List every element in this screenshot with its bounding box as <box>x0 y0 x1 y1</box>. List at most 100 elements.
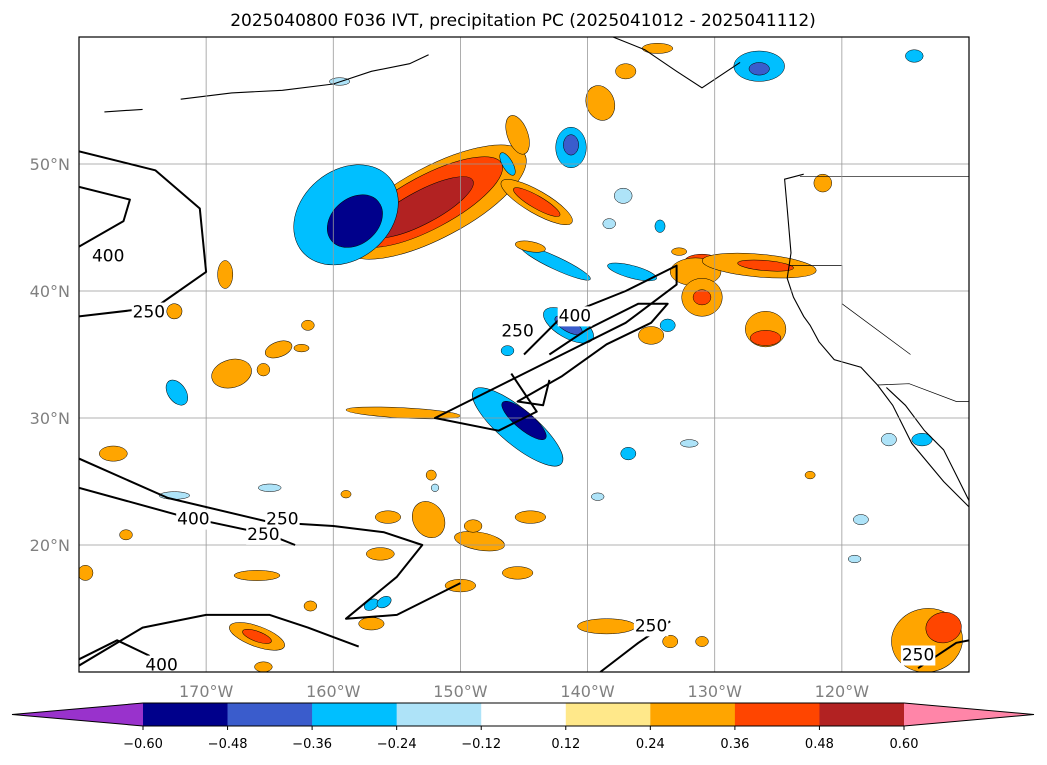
pc-region <box>327 194 383 248</box>
ivt-contour-400 <box>516 302 669 407</box>
colorbar: −0.60 −0.48 −0.36 −0.24 −0.12 0.12 0.24 0.36 0.4… <box>11 702 1035 752</box>
pc-region <box>211 358 252 389</box>
pc-region <box>301 319 315 331</box>
colorbar-bin <box>734 703 820 726</box>
pc-region <box>166 303 183 320</box>
colorbar-bin <box>396 703 482 726</box>
pc-region <box>513 187 561 217</box>
colorbar-tick-label: 0.12 <box>551 737 580 752</box>
colorbar-bin <box>650 703 736 726</box>
pc-region <box>376 596 392 609</box>
contour-label-background <box>633 616 669 637</box>
ivt-contour-250 <box>79 613 360 667</box>
pc-region <box>430 483 440 492</box>
contour-label: 250 <box>501 322 533 342</box>
pc-region <box>514 510 546 524</box>
colorbar-bin <box>481 703 567 726</box>
pc-region <box>905 49 924 63</box>
pc-region <box>853 514 869 525</box>
contour-label: 400 <box>145 656 177 676</box>
ivt-contour-400 <box>79 185 131 248</box>
pc-region <box>303 600 318 612</box>
pc-region <box>502 566 534 580</box>
contour-label-background <box>557 306 593 327</box>
contour-label-background <box>131 302 167 323</box>
y-tick-label: 50°N <box>30 155 70 174</box>
pc-region <box>254 661 273 672</box>
colorbar-tick-label: −0.24 <box>377 737 417 752</box>
gridlines <box>79 37 969 672</box>
pc-region <box>99 445 128 462</box>
pc-region <box>585 85 616 121</box>
x-tick-label: 130°W <box>688 682 743 701</box>
pc-region <box>750 330 782 346</box>
pc-region <box>737 259 794 272</box>
x-tick-label: 140°W <box>560 682 615 701</box>
contour-label: 250 <box>133 303 165 323</box>
pc-region <box>366 547 395 561</box>
pc-region <box>804 471 816 480</box>
colorbar-tick-label: −0.12 <box>461 737 501 752</box>
x-tick-label: 120°W <box>815 682 870 701</box>
pc-region <box>119 529 133 541</box>
contour-label: 250 <box>247 525 279 545</box>
pc-region <box>501 401 547 440</box>
pc-region <box>925 612 962 644</box>
colorbar-tick-label: 0.36 <box>720 737 749 752</box>
contour-label: 250 <box>266 510 298 530</box>
pc-region <box>454 531 505 552</box>
pc-region <box>641 43 674 54</box>
colorbar-tick-label: −0.36 <box>292 737 332 752</box>
contour-label: 400 <box>177 510 209 530</box>
colorbar-bin <box>819 703 905 726</box>
pc-region <box>680 439 699 448</box>
colorbar-tick-label: 0.48 <box>805 737 834 752</box>
colorbar-bin <box>312 703 397 726</box>
y-tick-label: 30°N <box>30 409 70 428</box>
x-tick-label: 170°W <box>179 682 234 701</box>
pc-region <box>264 340 293 359</box>
pc-region <box>692 289 712 306</box>
contour-label-background <box>176 509 211 530</box>
pc-region <box>165 379 188 406</box>
precipitation-pc-fill <box>79 43 963 672</box>
pc-region <box>602 218 616 230</box>
contour-label-background <box>500 321 535 342</box>
coastline <box>104 108 143 113</box>
pc-region <box>217 260 234 289</box>
pc-region <box>615 63 637 80</box>
pc-region <box>515 240 546 253</box>
pc-region <box>654 219 666 233</box>
pc-region <box>614 187 633 204</box>
pc-region <box>358 617 385 631</box>
pc-region <box>293 344 310 353</box>
pc-region <box>659 318 676 332</box>
colorbar-extend-low <box>12 703 143 726</box>
pc-region <box>607 262 657 282</box>
contour-label-background <box>265 509 300 530</box>
contour-label-background <box>90 246 126 267</box>
pc-region <box>233 570 281 581</box>
ivt-contour-400 <box>79 486 296 546</box>
contour-label-background <box>144 655 179 676</box>
colorbar-tick-label: 0.24 <box>636 737 665 752</box>
colorbar-tick-label: 0.60 <box>890 737 919 752</box>
colorbar-bin <box>227 703 313 726</box>
pc-region <box>79 565 94 581</box>
pc-region <box>340 490 352 499</box>
pc-region <box>375 510 401 524</box>
land-area <box>886 387 969 501</box>
y-tick-label: 20°N <box>30 536 70 555</box>
pc-region <box>500 345 515 357</box>
colorbar-tick-label: −0.60 <box>123 737 163 752</box>
map-frame <box>78 36 970 673</box>
ivt-contour-250 <box>79 457 461 620</box>
x-tick-label: 160°W <box>306 682 361 701</box>
pc-region <box>881 433 897 447</box>
pc-region <box>577 618 637 635</box>
ivt-contours <box>79 150 969 672</box>
pc-region <box>591 492 605 501</box>
